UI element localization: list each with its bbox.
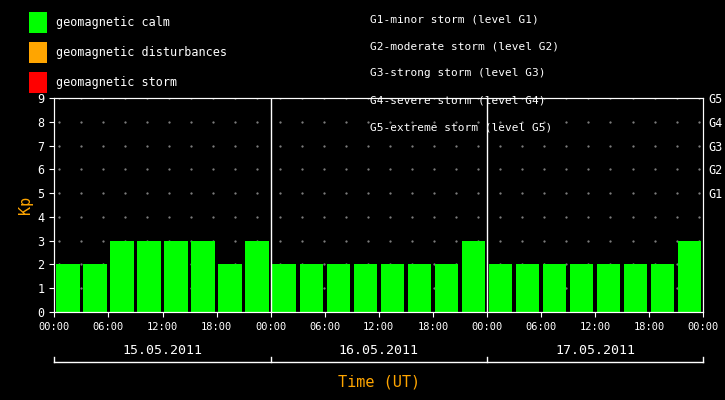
Text: Time (UT): Time (UT) (338, 374, 420, 390)
Text: geomagnetic calm: geomagnetic calm (56, 16, 170, 29)
Text: 15.05.2011: 15.05.2011 (123, 344, 202, 356)
Bar (299, 264, 323, 312)
Text: geomagnetic storm: geomagnetic storm (56, 76, 177, 89)
Y-axis label: Kp: Kp (18, 196, 33, 214)
Bar (624, 264, 647, 312)
Bar (83, 264, 107, 312)
Text: G2-moderate storm (level G2): G2-moderate storm (level G2) (370, 41, 559, 51)
Text: G3-strong storm (level G3): G3-strong storm (level G3) (370, 68, 545, 78)
Text: 16.05.2011: 16.05.2011 (339, 344, 419, 356)
Bar (165, 241, 188, 312)
Text: geomagnetic disturbances: geomagnetic disturbances (56, 46, 227, 59)
Bar (273, 264, 296, 312)
Bar (354, 264, 377, 312)
Bar (326, 264, 350, 312)
Bar (381, 264, 404, 312)
Bar (543, 264, 566, 312)
Bar (515, 264, 539, 312)
Bar (137, 241, 161, 312)
Text: G1-minor storm (level G1): G1-minor storm (level G1) (370, 14, 539, 24)
Bar (651, 264, 674, 312)
Bar (489, 264, 512, 312)
Text: G5-extreme storm (level G5): G5-extreme storm (level G5) (370, 123, 552, 133)
Text: G4-severe storm (level G4): G4-severe storm (level G4) (370, 96, 545, 106)
Bar (56, 264, 80, 312)
Bar (246, 241, 269, 312)
Bar (597, 264, 621, 312)
Bar (218, 264, 242, 312)
Bar (407, 264, 431, 312)
Bar (678, 241, 702, 312)
Bar (435, 264, 458, 312)
Bar (110, 241, 133, 312)
Bar (462, 241, 485, 312)
Bar (191, 241, 215, 312)
Text: 17.05.2011: 17.05.2011 (555, 344, 635, 356)
Bar (570, 264, 593, 312)
